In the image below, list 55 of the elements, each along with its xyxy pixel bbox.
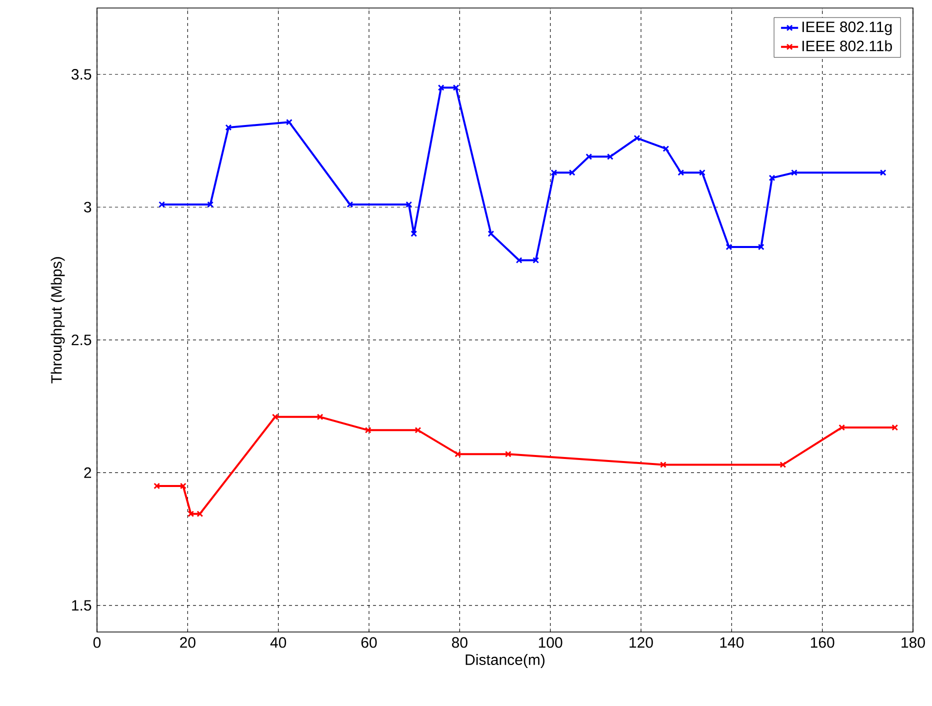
x-tick-label: 140: [720, 637, 744, 648]
x-tick-label: 100: [538, 637, 562, 648]
x-tick-label: 0: [93, 637, 101, 648]
point: [225, 124, 232, 131]
point: [516, 257, 522, 264]
point: [791, 169, 798, 176]
point: [410, 230, 418, 237]
point: [726, 244, 732, 250]
y-tick-label: 3: [84, 202, 92, 212]
point: [768, 174, 776, 182]
x-tick-label: 40: [270, 637, 286, 648]
point: [488, 230, 494, 237]
y-tick-label: 3.5: [72, 69, 92, 80]
point: [568, 169, 576, 176]
point: [504, 450, 512, 458]
y-tick-label: 1.5: [72, 600, 92, 611]
point: [316, 414, 324, 420]
x-tick-label: 160: [810, 637, 834, 648]
point: [892, 424, 898, 431]
y-axis-title: Throughput (Mbps): [50, 257, 65, 384]
point: [286, 118, 292, 126]
point: [207, 201, 214, 208]
point: [272, 414, 278, 420]
x-tick-label: 20: [180, 637, 196, 648]
point: [780, 461, 786, 468]
point: [406, 201, 412, 208]
point: [662, 145, 670, 152]
x-tick-label: 180: [902, 637, 925, 648]
x-tick-label: 80: [452, 637, 468, 648]
point: [180, 482, 186, 490]
point: [838, 424, 846, 431]
point: [586, 153, 592, 160]
y-tick-label: 2.5: [72, 334, 92, 346]
x-axis-title: Distance(m): [466, 654, 544, 668]
point: [678, 169, 684, 176]
point: [188, 510, 194, 518]
point: [634, 134, 640, 142]
point: [660, 461, 666, 468]
point: [454, 450, 462, 458]
x-tick-label: 120: [630, 637, 653, 648]
legend-label: IEEE 802.11b: [802, 40, 892, 52]
point: [758, 244, 764, 250]
point: [364, 426, 372, 434]
point: [414, 426, 422, 434]
point: [452, 84, 460, 91]
point: [550, 169, 558, 176]
point: [606, 153, 614, 160]
point: [532, 257, 540, 264]
y-tick-label: 2: [84, 467, 92, 478]
point: [346, 201, 354, 208]
x-tick-label: 60: [361, 637, 377, 648]
point: [438, 84, 444, 91]
point: [698, 169, 706, 176]
point: [196, 510, 204, 518]
legend-label: IEEE 802.11g: [802, 22, 892, 36]
